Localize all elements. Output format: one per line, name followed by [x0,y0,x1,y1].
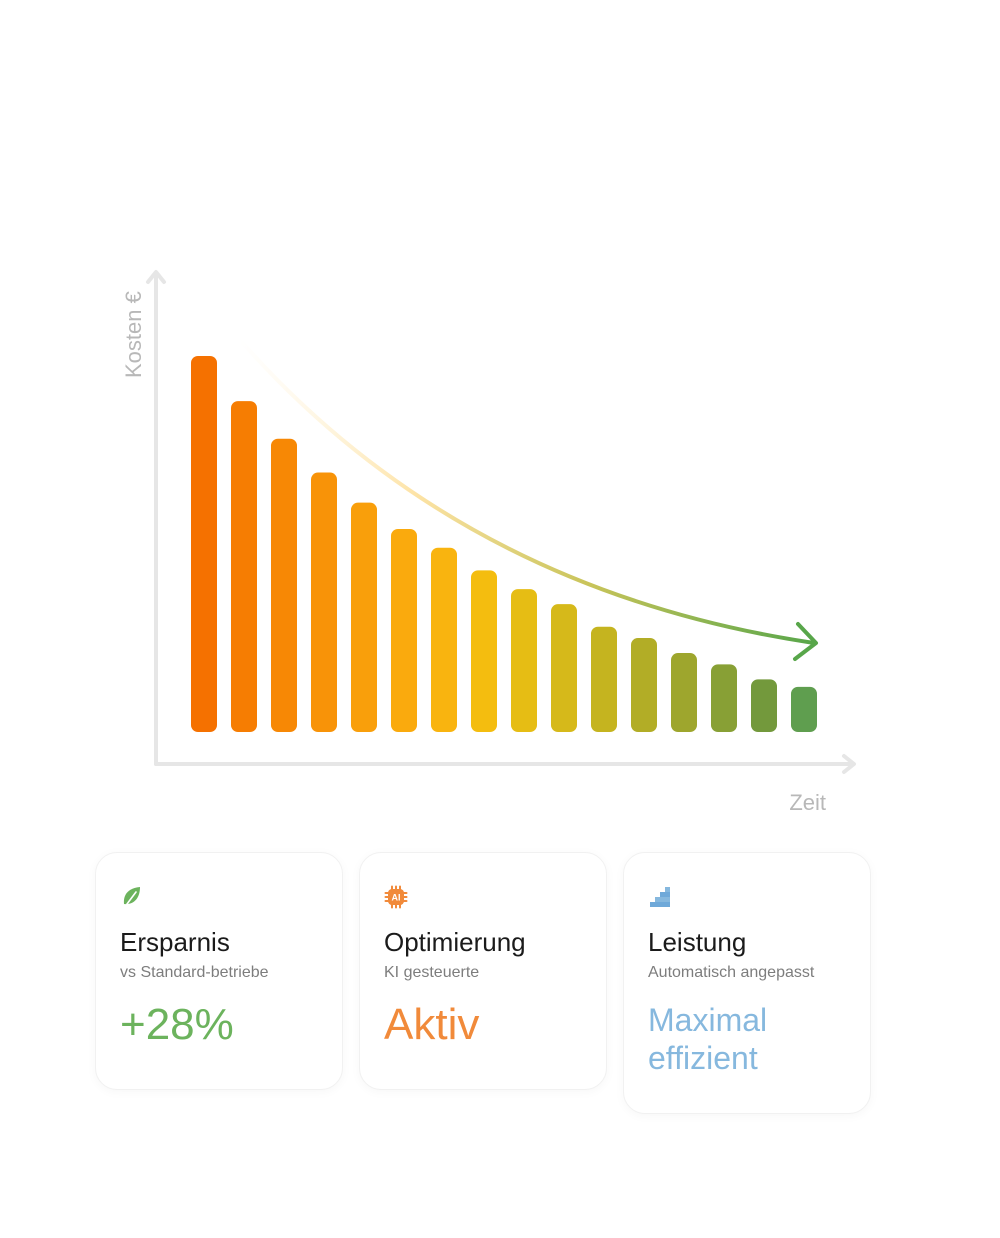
card-subtitle: KI gesteuerte [384,964,480,981]
bar-6 [391,528,417,732]
bar-1 [191,356,217,732]
card-title: Ersparnis [120,927,230,957]
bar-10 [551,604,577,732]
card-subtitle: vs Standard-betriebe [120,964,269,981]
card-leistung: Leistung Automatisch angepasst Maximal e… [623,852,871,1114]
card-value: +28% [120,1000,234,1049]
leaf-icon [123,887,140,905]
stairs-icon [650,887,670,907]
bar-11 [591,626,617,732]
trend-line [238,338,816,645]
card-title: Optimierung [384,927,526,957]
cost-chart: Kosten € Zeit [121,270,856,815]
y-axis [146,270,166,766]
x-axis [154,754,856,774]
trend-arrowhead [793,622,818,661]
bar-3 [271,438,297,732]
card-optimierung: AI Optimierung KI gesteuerte Aktiv [359,852,607,1090]
bar-5 [351,502,377,732]
bar-9 [511,589,537,732]
card-value: Maximal effizient [648,1002,768,1076]
bar-8 [471,570,497,732]
svg-text:AI: AI [392,893,401,903]
card-value: Aktiv [384,1000,480,1049]
y-axis-label: Kosten € [121,291,146,378]
bar-14 [711,664,737,732]
bar-15 [751,679,777,732]
trend-arrow [238,338,818,661]
card-ersparnis: Ersparnis vs Standard-betriebe +28% [95,852,343,1090]
bar-7 [431,547,457,732]
card-subtitle: Automatisch angepasst [648,964,815,981]
bar-2 [231,401,257,732]
bar-13 [671,653,697,732]
bar-series [191,356,817,732]
card-title: Leistung [648,927,747,957]
bar-12 [631,638,657,732]
bar-16 [791,686,817,732]
bar-4 [311,472,337,732]
ai-chip-icon: AI [384,885,408,909]
x-axis-label: Zeit [789,790,826,815]
